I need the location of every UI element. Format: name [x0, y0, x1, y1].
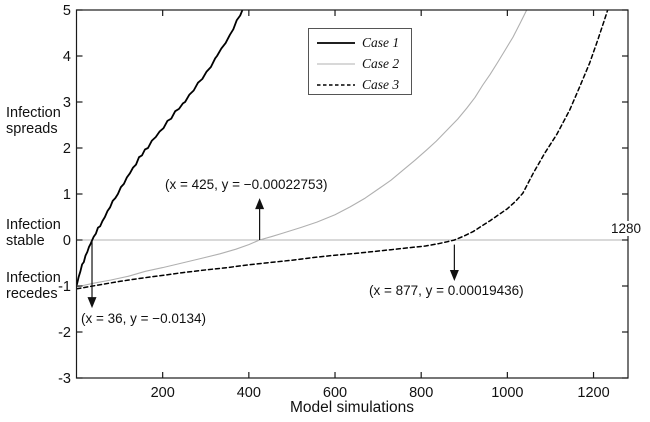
y-region-label-infection-recedes: Infection recedes	[6, 270, 61, 302]
annotation-arrowhead	[255, 198, 265, 210]
x-tick-label: 400	[237, 385, 261, 401]
x-tick-label: 1000	[491, 385, 523, 401]
series-line-case-2	[76, 10, 528, 288]
y-tick-label: -1	[58, 279, 71, 295]
series-line-case-1	[76, 10, 244, 286]
legend-item: Case 1	[309, 32, 411, 53]
legend-item-label: Case 1	[362, 34, 400, 50]
legend-line-sample	[317, 83, 355, 86]
legend-line-sample	[317, 41, 355, 44]
axis-end-label: 1280	[610, 221, 643, 236]
y-tick-label: 0	[63, 233, 71, 249]
y-tick-label: 4	[63, 49, 71, 65]
legend-item-label: Case 3	[362, 76, 400, 92]
y-region-label-infection-spreads: Infection spreads	[6, 105, 61, 137]
y-tick-label: -2	[58, 325, 71, 341]
legend-item: Case 2	[309, 53, 411, 74]
series-line-case-3	[76, 10, 609, 290]
x-tick-label: 200	[151, 385, 175, 401]
x-axis-title: Model simulations	[289, 399, 415, 416]
annotation-arrowhead	[449, 269, 459, 281]
annotation-arrowhead	[87, 297, 97, 309]
x-tick-label: 600	[323, 385, 347, 401]
x-tick-label: 800	[409, 385, 433, 401]
legend-item-label: Case 2	[362, 55, 400, 71]
annotation-case3-zero-crossing: (x = 877, y = 0.00019436)	[369, 283, 524, 298]
legend-line-sample	[317, 62, 355, 65]
y-tick-label: 3	[63, 95, 71, 111]
y-tick-label: -3	[58, 371, 71, 387]
y-tick-label: 1	[63, 187, 71, 203]
x-tick-label: 1200	[577, 385, 609, 401]
y-tick-label: 2	[63, 141, 71, 157]
y-region-label-infection-stable: Infection stable	[6, 217, 61, 249]
legend: Case 1 Case 2 Case 3	[308, 28, 412, 95]
annotation-case2-zero-crossing: (x = 425, y = −0.00022753)	[165, 177, 328, 192]
y-tick-label: 5	[63, 3, 71, 19]
annotation-case1-zero-crossing: (x = 36, y = −0.0134)	[81, 311, 206, 326]
legend-item: Case 3	[309, 74, 411, 95]
